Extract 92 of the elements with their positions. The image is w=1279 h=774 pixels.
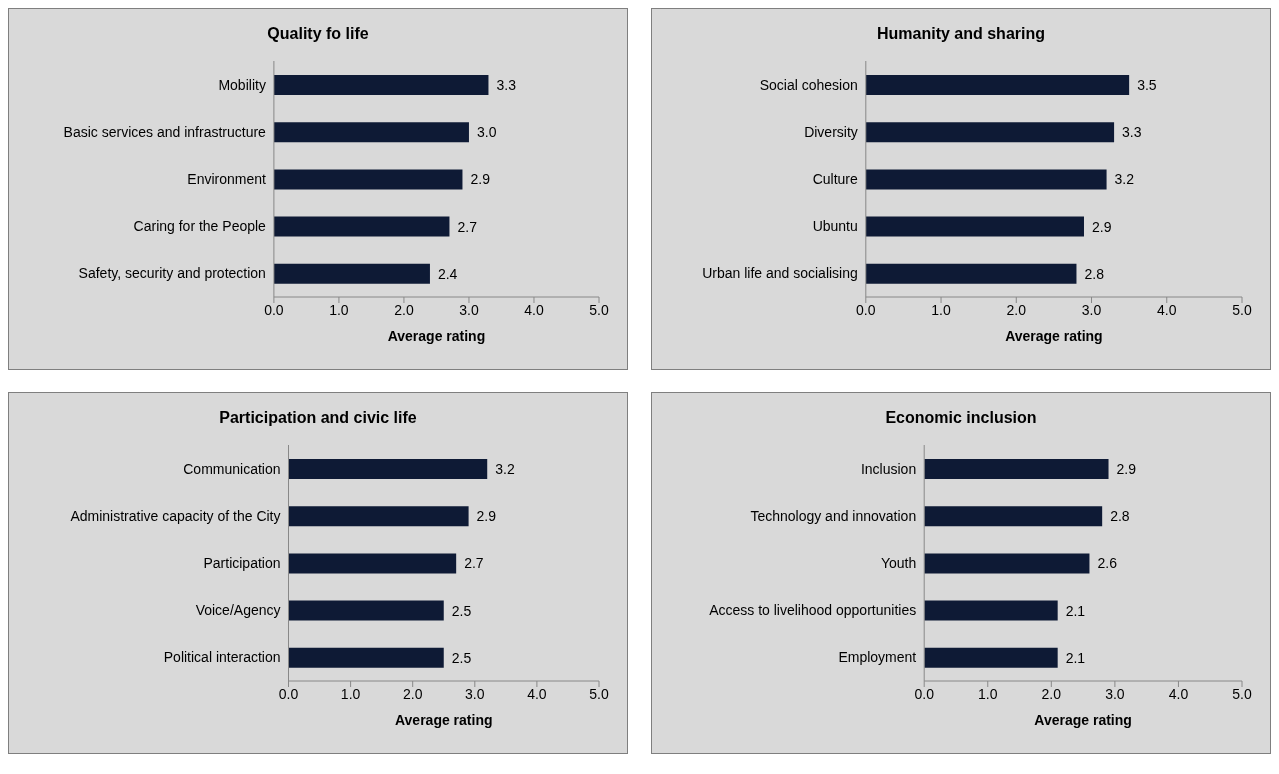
y-tick-label: Technology and innovation [750,507,917,524]
x-axis-title: Average rating [394,712,493,728]
bar [288,506,469,527]
x-tick-label: 1.0 [931,301,951,318]
data-label: 2.1 [1065,649,1086,666]
bar [865,75,1130,95]
chart-title: Economic inclusion [884,408,1038,427]
y-tick-label: Ubuntu [812,218,858,235]
bar [273,75,489,95]
y-tick-label: Administrative capacity of the City [70,507,281,524]
bar [273,263,430,284]
y-tick-label: Mobility [218,76,266,93]
bar [924,459,1109,479]
chart-title: Humanity and sharing [876,24,1046,43]
bar [924,647,1058,668]
bar [273,216,450,237]
data-label: 2.9 [1116,460,1137,477]
x-tick-label: 2.0 [1041,685,1062,702]
bar [924,600,1058,621]
y-tick-label: Employment [838,649,917,666]
x-tick-label: 3.0 [459,301,479,318]
data-label: 2.5 [451,602,472,619]
bar [288,600,444,621]
bar [288,553,457,574]
x-tick-label: 1.0 [978,685,998,702]
y-tick-label: Access to livelihood opportunities [709,602,917,619]
bar [273,169,463,190]
data-label: 2.1 [1065,602,1086,619]
x-tick-label: 4.0 [1157,301,1177,318]
bar [924,553,1090,574]
y-tick-label: Communication [183,460,281,477]
y-tick-label: Caring for the People [133,218,267,235]
data-label: 3.2 [1114,171,1135,188]
data-label: 3.5 [1137,76,1157,93]
y-tick-label: Inclusion [860,460,917,477]
data-label: 3.2 [495,460,515,477]
data-label: 2.7 [464,555,484,572]
x-tick-label: 4.0 [527,685,547,702]
y-tick-label: Environment [187,170,267,187]
x-tick-label: 5.0 [589,301,609,318]
y-tick-label: Urban life and socialising [702,265,858,282]
bar [865,122,1115,143]
data-label: 2.8 [1084,265,1105,282]
data-label: 2.8 [1110,508,1130,525]
x-tick-label: 0.0 [264,301,284,318]
x-tick-label: 2.0 [402,685,423,702]
data-label: 3.3 [1122,124,1142,141]
data-label: 2.6 [1097,555,1118,572]
x-tick-label: 3.0 [465,685,485,702]
x-axis-title: Average rating [387,328,486,344]
x-tick-label: 3.0 [1081,301,1102,318]
data-label: 2.5 [451,649,472,666]
x-tick-label: 5.0 [589,685,609,702]
data-label: 2.9 [1092,218,1112,235]
data-label: 3.3 [496,76,517,93]
data-label: 2.4 [437,265,458,282]
x-tick-label: 3.0 [1105,685,1125,702]
x-tick-label: 5.0 [1232,685,1252,702]
x-tick-label: 2.0 [1006,301,1027,318]
x-axis-title: Average rating [1034,712,1132,728]
data-label: 2.9 [470,171,491,188]
x-tick-label: 1.0 [329,301,349,318]
chart-title: Participation and civic life [218,408,418,427]
x-tick-label: 1.0 [340,685,361,702]
y-tick-label: Participation [203,554,281,571]
chart-title: Quality fo life [266,24,370,43]
y-tick-label: Diversity [804,123,858,140]
data-label: 3.0 [476,124,497,141]
bar [865,263,1077,284]
y-tick-label: Safety, security and protection [78,265,266,282]
bar [865,216,1084,237]
bar [288,459,488,479]
y-tick-label: Culture [812,170,858,187]
x-tick-label: 0.0 [856,301,876,318]
bar [924,506,1103,527]
x-tick-label: 4.0 [1168,685,1189,702]
x-tick-label: 2.0 [394,301,414,318]
y-tick-label: Basic services and infrastructure [63,123,267,140]
x-tick-label: 0.0 [278,685,299,702]
x-tick-label: 5.0 [1232,301,1252,318]
y-tick-label: Youth [880,554,917,571]
x-tick-label: 4.0 [524,301,544,318]
y-tick-label: Voice/Agency [195,602,281,619]
data-label: 2.7 [457,218,478,235]
bar [288,647,444,668]
y-tick-label: Social cohesion [759,76,858,93]
bar [273,122,469,143]
bar [865,169,1107,190]
x-axis-title: Average rating [1005,328,1103,344]
y-tick-label: Political interaction [163,649,281,666]
data-label: 2.9 [476,508,497,525]
x-tick-label: 0.0 [914,685,935,702]
